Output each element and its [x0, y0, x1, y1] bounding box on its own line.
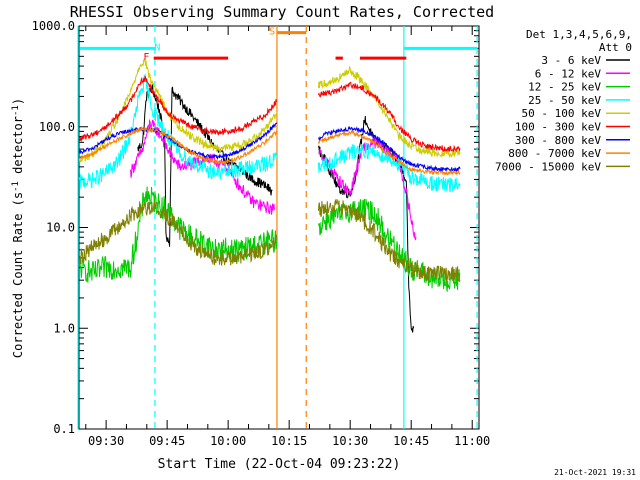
legend-label: 100 - 300 keV — [515, 121, 601, 134]
x-axis-label: Start Time (22-Oct-04 09:23:22) — [158, 457, 401, 472]
series-line — [78, 201, 278, 266]
series-line — [318, 137, 417, 241]
legend-header-1: Det 1,3,4,5,6,9, — [526, 28, 632, 41]
series-line — [317, 198, 461, 292]
status-letter: F — [143, 52, 149, 63]
legend-label: 25 - 50 keV — [528, 94, 601, 107]
plot-frame — [78, 25, 480, 430]
legend-label: 12 - 25 keV — [528, 81, 601, 94]
series-lines — [78, 59, 461, 333]
axis-ticks: 0.1 1.0 10.0 100.0 1000.0 09:30 09:45 10:00 10:1… — [32, 19, 491, 448]
x-tick-label: 10:00 — [210, 434, 246, 448]
series-line — [79, 186, 278, 283]
legend-header-2: Att 0 — [599, 41, 632, 54]
x-tick-label: 10:15 — [271, 434, 307, 448]
legend-label: 7000 - 15000 keV — [495, 160, 601, 173]
legend-label: 6 - 12 keV — [535, 67, 602, 80]
series-line — [78, 122, 278, 161]
y-label-sup2: -1 — [11, 105, 21, 116]
y-tick-label: 100.0 — [39, 120, 75, 134]
y-tick-label: 1.0 — [53, 321, 75, 335]
legend-label: 800 - 7000 keV — [508, 147, 601, 160]
status-bars — [79, 31, 478, 60]
x-tick-label: 09:45 — [149, 434, 185, 448]
series-line — [317, 129, 461, 176]
series-line — [78, 125, 278, 165]
legend-label: 50 - 100 keV — [522, 107, 602, 120]
series-line — [318, 125, 461, 173]
x-tick-label: 11:00 — [454, 434, 490, 448]
y-label-sup1: -1 — [11, 181, 21, 192]
y-tick-label: 10.0 — [46, 221, 75, 235]
y-axis-label: Corrected Count Rate (s-1 detector-1) — [11, 98, 25, 358]
series-line — [78, 73, 278, 189]
status-annotations: NF S — [143, 27, 275, 64]
x-tick-label: 10:45 — [393, 434, 429, 448]
y-tick-label: 0.1 — [53, 422, 75, 436]
series-line — [130, 118, 276, 215]
y-label-part1: Corrected Count Rate (s — [11, 192, 25, 358]
x-tick-label: 10:30 — [332, 434, 368, 448]
y-tick-label: 1000.0 — [32, 19, 75, 33]
y-label-part2: detector — [11, 116, 25, 181]
plot-area: 0.1 1.0 10.0 100.0 1000.0 09:30 09:45 10:00 10:1… — [32, 19, 491, 448]
series-line — [317, 81, 461, 153]
x-tick-label: 09:30 — [88, 434, 124, 448]
y-label-part3: ) — [11, 98, 25, 105]
series-line — [317, 198, 461, 284]
series-line — [78, 59, 278, 164]
series-line — [317, 65, 461, 159]
chart-title: RHESSI Observing Summary Count Rates, Co… — [70, 3, 494, 21]
status-letter: N — [154, 42, 160, 53]
legend-label: 300 - 800 keV — [515, 134, 601, 147]
legend-label: 3 - 6 keV — [541, 54, 601, 67]
footer-timestamp: 21-Oct-2021 19:31 — [554, 468, 636, 477]
status-letter: S — [269, 27, 275, 38]
series-line — [78, 76, 278, 142]
